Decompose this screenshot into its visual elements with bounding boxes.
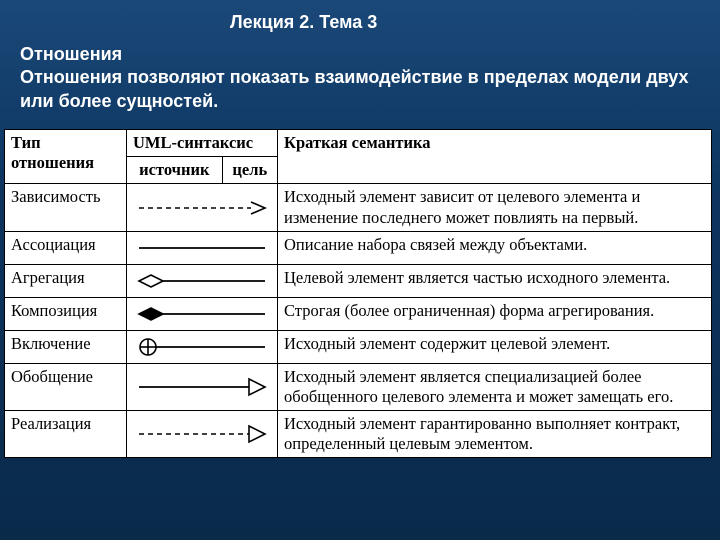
cell-uml-notation: [127, 330, 278, 363]
cell-semantics: Строгая (более ограниченная) форма агрег…: [278, 297, 712, 330]
cell-uml-notation: [127, 363, 278, 410]
cell-type: Ассоциация: [5, 231, 127, 264]
section-block: Отношения Отношения позволяют показать в…: [0, 33, 720, 121]
lecture-header: Лекция 2. Тема 3: [0, 0, 720, 33]
cell-semantics: Исходный элемент зависит от целевого эле…: [278, 184, 712, 231]
header-type: Тип отношения: [5, 130, 127, 184]
table-row: Композиция Строгая (более ограниченная) …: [5, 297, 712, 330]
cell-uml-notation: [127, 264, 278, 297]
table-row: Обобщение Исходный элемент является спец…: [5, 363, 712, 410]
section-text: Отношения позволяют показать взаимодейст…: [20, 67, 689, 110]
cell-semantics: Описание набора связей между объектами.: [278, 231, 712, 264]
table-row: Реализация Исходный элемент гарантирован…: [5, 410, 712, 457]
cell-type: Включение: [5, 330, 127, 363]
header-sub-source: источник: [127, 157, 223, 184]
cell-uml-notation: [127, 410, 278, 457]
cell-type: Агрегация: [5, 264, 127, 297]
table-row: Включение Исходный элемент содержит целе…: [5, 330, 712, 363]
table-row: Ассоциация Описание набора связей между …: [5, 231, 712, 264]
header-semantics: Краткая семантика: [278, 130, 712, 184]
cell-semantics: Исходный элемент является специализа­цие…: [278, 363, 712, 410]
cell-uml-notation: [127, 231, 278, 264]
cell-type: Композиция: [5, 297, 127, 330]
cell-type: Обобщение: [5, 363, 127, 410]
relations-table: Тип отношения UML-синтаксис Краткая сема…: [4, 129, 712, 458]
cell-semantics: Исходный элемент содержит целевой эле­ме…: [278, 330, 712, 363]
cell-type: Зависимость: [5, 184, 127, 231]
table-row: Агрегация Целевой элемент является часть…: [5, 264, 712, 297]
table-row: Зависимость Исходный элемент зависит от …: [5, 184, 712, 231]
cell-uml-notation: [127, 297, 278, 330]
relations-table-wrap: Тип отношения UML-синтаксис Краткая сема…: [4, 129, 712, 458]
header-uml: UML-синтаксис: [127, 130, 278, 157]
table-header-row: Тип отношения UML-синтаксис Краткая сема…: [5, 130, 712, 157]
section-title: Отношения: [20, 44, 122, 64]
cell-uml-notation: [127, 184, 278, 231]
cell-semantics: Целевой элемент является частью исход­но…: [278, 264, 712, 297]
cell-semantics: Исходный элемент гарантированно вы­полня…: [278, 410, 712, 457]
cell-type: Реализация: [5, 410, 127, 457]
header-sub-target: цель: [222, 157, 277, 184]
